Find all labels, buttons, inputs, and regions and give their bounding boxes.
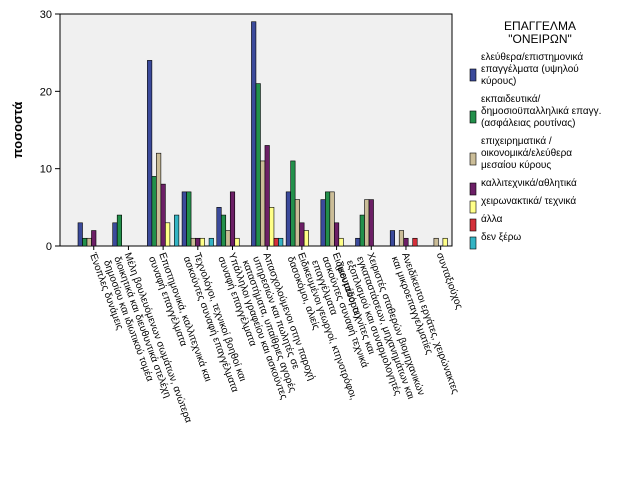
- legend-title: ΕΠΑΓΓΕΛΜΑ: [504, 19, 576, 33]
- bar: [303, 230, 309, 247]
- bar: [77, 222, 83, 247]
- bar: [359, 214, 365, 247]
- bar: [181, 191, 187, 247]
- legend-label: επιχειρηματικά / οικονομικά/ελεύθερα μεσαί…: [481, 135, 572, 171]
- legend-swatch: [469, 152, 477, 166]
- legend-label: χειρωνακτικά/ τεχνικά: [481, 195, 576, 207]
- legend-label-line: κύρους): [481, 75, 516, 87]
- legend-label-line: δημοσιοϋπαλληλικά επαγγ.: [481, 105, 601, 117]
- bar: [255, 83, 261, 247]
- bar: [299, 222, 305, 247]
- bar: [86, 237, 92, 247]
- bar: [234, 237, 240, 247]
- bar: [285, 191, 291, 247]
- y-tick-label: 30: [40, 9, 52, 21]
- bar: [160, 183, 166, 247]
- bar: [320, 199, 326, 247]
- legend-label-line: επιχειρηματικά /: [481, 135, 552, 147]
- legend-swatch: [469, 218, 477, 232]
- y-tick-label: 20: [40, 86, 52, 98]
- bar: [368, 199, 374, 247]
- bar: [338, 237, 344, 247]
- bar: [225, 230, 231, 247]
- bar: [403, 237, 409, 247]
- legend-swatch: [469, 182, 477, 196]
- bar: [116, 214, 122, 247]
- legend-label-line: δεν ξέρω: [481, 231, 521, 243]
- y-tick-label: 10: [40, 164, 52, 176]
- y-tick-label: 0: [46, 241, 52, 253]
- bar: [398, 230, 405, 247]
- legend-swatch: [469, 236, 477, 250]
- legend-label: άλλα: [481, 213, 503, 225]
- bar: [147, 60, 153, 247]
- legend-swatch: [469, 200, 477, 214]
- bar: [433, 237, 439, 247]
- bar: [334, 222, 340, 247]
- legend-label: δεν ξέρω: [481, 231, 521, 243]
- bar: [195, 237, 201, 247]
- bar: [264, 145, 270, 247]
- x-category-label: συνταξιούχος: [434, 251, 466, 311]
- bar: [325, 191, 331, 247]
- legend-label: καλλιτεχνικά/αθλητικά: [481, 177, 577, 189]
- bar: [190, 237, 196, 247]
- bar: [82, 237, 88, 247]
- legend-swatch: [469, 110, 477, 124]
- legend-title: "ΟΝΕΙΡΩΝ": [508, 32, 572, 46]
- legend-label-line: άλλα: [481, 213, 503, 225]
- bar: [174, 214, 180, 247]
- legend-label-line: ελεύθερα/επιστημονικά: [481, 51, 583, 63]
- bar: [151, 176, 157, 247]
- legend-label-line: οικονομικά/ελεύθερα: [481, 147, 572, 159]
- bar: [229, 191, 236, 247]
- bar: [216, 207, 222, 247]
- bar: [156, 152, 162, 247]
- bar: [290, 160, 296, 247]
- bar: [165, 222, 171, 247]
- bar: [208, 237, 214, 247]
- y-axis-label: ποσοστά: [10, 102, 25, 159]
- legend-label: εκπαιδευτικά/δημοσιοϋπαλληλικά επαγγ. (ασ…: [481, 93, 601, 129]
- bar: [329, 191, 335, 247]
- bar: [273, 237, 279, 247]
- bar: [389, 230, 396, 247]
- bar: [278, 237, 284, 247]
- bar: [199, 237, 205, 247]
- bar: [355, 237, 361, 247]
- bar: [364, 199, 370, 247]
- bar: [91, 230, 97, 247]
- bar: [294, 199, 300, 247]
- legend-label-line: καλλιτεχνικά/αθλητικά: [481, 177, 577, 189]
- x-category-label-line: συνταξιούχος: [434, 251, 466, 311]
- bar: [412, 237, 418, 247]
- bar: [269, 207, 275, 247]
- legend-label-line: μεσαίου κύρους: [481, 159, 551, 171]
- legend-label: ελεύθερα/επιστημονικά επαγγέλματα (υψηλού…: [481, 51, 583, 87]
- bar: [442, 237, 448, 247]
- bar: [260, 160, 266, 247]
- legend-label-line: επαγγέλματα (υψηλού: [481, 63, 579, 75]
- legend-label-line: εκπαιδευτικά/: [481, 93, 541, 105]
- legend-swatch: [469, 68, 477, 82]
- legend-label-line: (ασφάλειας ρουτίνας): [481, 117, 575, 129]
- bar: [112, 222, 118, 247]
- bar: [220, 214, 227, 247]
- bar: [251, 21, 257, 247]
- bar: [186, 191, 192, 247]
- legend-label-line: χειρωνακτικά/ τεχνικά: [481, 195, 576, 207]
